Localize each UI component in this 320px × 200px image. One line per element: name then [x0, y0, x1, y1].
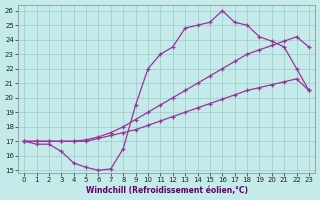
X-axis label: Windchill (Refroidissement éolien,°C): Windchill (Refroidissement éolien,°C): [85, 186, 248, 195]
